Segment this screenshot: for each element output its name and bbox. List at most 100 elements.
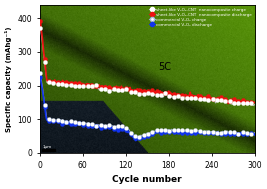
Point [215, 98, 219, 101]
Point [210, 131, 215, 134]
Point [137, 92, 142, 95]
Point [241, 133, 245, 136]
Point [94, 124, 99, 127]
Point [120, 89, 124, 92]
Point [90, 125, 94, 128]
Point [249, 102, 253, 105]
Point [99, 86, 103, 89]
Point [150, 89, 154, 92]
Point [215, 99, 219, 102]
Point [107, 123, 111, 126]
Point [133, 135, 137, 138]
Point [180, 129, 184, 132]
Point [167, 94, 172, 97]
Point [236, 132, 241, 136]
Point [94, 84, 99, 87]
Point [60, 122, 64, 125]
Point [56, 118, 60, 121]
Point [90, 84, 94, 87]
Point [219, 132, 223, 136]
Point [223, 98, 227, 101]
Point [99, 124, 103, 127]
Point [202, 97, 206, 100]
Point [107, 86, 111, 89]
Point [245, 132, 249, 135]
Point [56, 119, 60, 122]
Point [124, 87, 129, 90]
Point [223, 100, 227, 103]
Point [176, 95, 180, 98]
Point [198, 98, 202, 101]
Point [176, 131, 180, 134]
Point [51, 120, 56, 123]
Point [68, 83, 73, 86]
Point [223, 130, 227, 133]
Point [86, 123, 90, 126]
Point [154, 129, 159, 132]
Point [189, 96, 193, 99]
Point [129, 133, 133, 136]
Point [124, 87, 129, 90]
Point [215, 131, 219, 134]
Point [159, 131, 163, 134]
Point [124, 128, 129, 131]
Point [163, 92, 167, 95]
Point [133, 90, 137, 93]
Point [47, 80, 51, 83]
Point [189, 130, 193, 133]
Point [81, 121, 85, 124]
Point [180, 94, 184, 97]
Point [227, 133, 232, 136]
Point [146, 90, 150, 93]
Point [146, 135, 150, 138]
Point [116, 88, 120, 91]
Point [227, 99, 232, 102]
Point [167, 129, 172, 132]
Point [215, 132, 219, 135]
Point [202, 98, 206, 101]
Point [184, 97, 189, 100]
Point [137, 88, 142, 91]
Point [202, 132, 206, 135]
Point [107, 89, 111, 92]
Point [219, 131, 223, 134]
Point [68, 82, 73, 85]
Point [210, 98, 215, 101]
Point [193, 131, 197, 134]
Text: 5C: 5C [158, 63, 171, 73]
Point [120, 128, 124, 131]
Point [103, 124, 107, 127]
Point [146, 132, 150, 136]
Point [111, 127, 116, 130]
Point [47, 118, 51, 121]
Point [245, 102, 249, 105]
Point [51, 119, 56, 122]
Point [142, 89, 146, 92]
Point [159, 129, 163, 132]
Point [249, 133, 253, 136]
Point [51, 81, 56, 84]
Point [142, 134, 146, 137]
Point [90, 122, 94, 125]
Point [111, 88, 116, 91]
Point [184, 129, 189, 132]
Point [227, 99, 232, 102]
Point [176, 129, 180, 132]
Point [137, 136, 142, 139]
Point [210, 132, 215, 135]
Point [120, 88, 124, 91]
Point [193, 96, 197, 99]
Point [180, 96, 184, 99]
Point [94, 124, 99, 127]
Point [99, 87, 103, 90]
Point [241, 131, 245, 134]
Point [176, 93, 180, 96]
Point [159, 94, 163, 97]
Point [232, 132, 236, 136]
Point [103, 126, 107, 129]
Point [90, 84, 94, 87]
Point [172, 95, 176, 98]
Point [154, 128, 159, 131]
Point [116, 129, 120, 132]
Point [236, 133, 241, 136]
